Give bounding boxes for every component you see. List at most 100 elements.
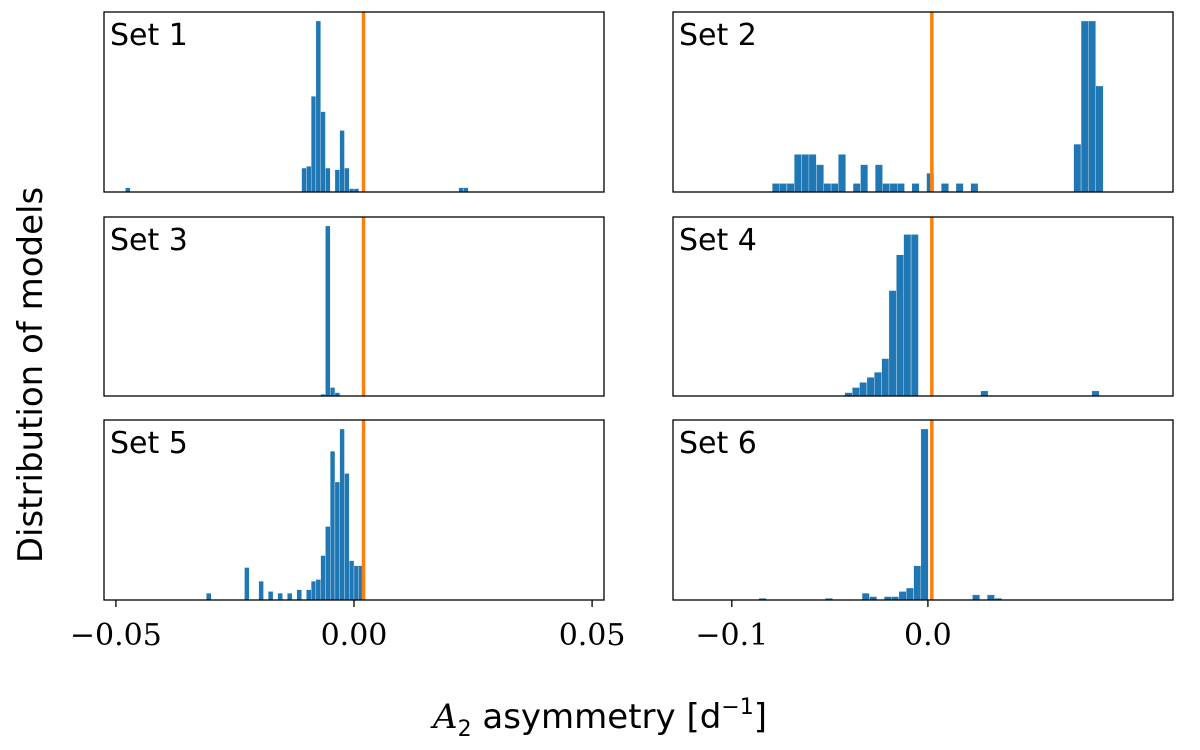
histogram-bar	[794, 154, 802, 193]
histogram-bars	[772, 20, 1104, 193]
histogram-bar	[1088, 20, 1096, 193]
histogram-bar	[860, 164, 869, 193]
histogram-bar	[898, 591, 907, 601]
histogram-bar	[344, 473, 350, 601]
histogram-bar	[941, 183, 949, 193]
histogram-bar	[330, 387, 336, 397]
x-tick-label: 0.00	[321, 618, 388, 653]
y-axis-label: Distribution of models	[11, 187, 51, 563]
histogram-bars	[758, 428, 1002, 601]
histogram-bars	[125, 20, 469, 193]
histogram-bar	[888, 290, 897, 397]
histogram-bars	[320, 225, 340, 397]
panel-frame	[672, 11, 1174, 193]
histogram-bars	[206, 428, 364, 601]
panel-label: Set 6	[679, 426, 757, 461]
panel-set-4: Set 4	[672, 216, 1174, 397]
histogram-panels: Set 1 Set 2 Set 3 Set 4 Set 5 Set 6	[103, 11, 1174, 601]
x-tick-label: 0.05	[559, 618, 626, 653]
histogram-bar	[330, 451, 336, 601]
histogram-bar	[920, 428, 929, 601]
histogram-bar	[955, 183, 964, 193]
panel-set-6: Set 6	[672, 419, 1174, 601]
histogram-bar	[910, 234, 919, 397]
histogram-bar	[808, 154, 817, 193]
histogram-bar	[816, 164, 824, 193]
histogram-bar	[339, 428, 345, 601]
histogram-bar	[1080, 20, 1089, 193]
x-axis-label-text: asymmetry [d	[482, 697, 721, 737]
histogram-bar	[980, 390, 989, 397]
histogram-bar	[874, 372, 882, 397]
histogram-bar	[306, 166, 312, 193]
histogram-bar	[349, 560, 355, 601]
histogram-bar	[896, 254, 904, 397]
histogram-bar	[1091, 390, 1100, 397]
panel-frame	[103, 216, 605, 397]
x-tick-label: 0.0	[904, 618, 952, 653]
histogram-bar	[779, 183, 788, 193]
histogram-bar	[325, 526, 331, 601]
x-tick-label: −0.1	[695, 618, 768, 653]
histogram-bar	[320, 111, 326, 193]
histogram-bar	[882, 183, 890, 193]
histogram-bar	[301, 167, 307, 193]
x-axis-right: −0.1 0.0	[695, 600, 952, 653]
panel-set-5: Set 5	[103, 419, 605, 601]
panel-frame	[672, 419, 1174, 601]
panel-label: Set 4	[679, 223, 757, 258]
histogram-bar	[861, 593, 870, 601]
histogram-bars	[844, 234, 1100, 397]
panel-set-2: Set 2	[672, 11, 1174, 193]
histogram-bar	[852, 387, 860, 397]
histogram-bar	[972, 594, 980, 601]
histogram-bar	[830, 183, 839, 193]
histogram-bar	[287, 593, 293, 601]
x-axis-label: A2 asymmetry [d−1]	[430, 695, 767, 742]
histogram-bar	[344, 167, 350, 193]
histogram-bar	[315, 20, 321, 193]
panel-set-1: Set 1	[103, 11, 605, 193]
histogram-bar	[310, 581, 317, 601]
panel-label: Set 2	[679, 18, 757, 53]
histogram-bar	[334, 481, 340, 601]
histogram-bar	[325, 167, 331, 193]
histogram-bar	[852, 183, 861, 193]
panel-label: Set 3	[110, 223, 188, 258]
histogram-bar	[1095, 85, 1104, 193]
histogram-bar	[889, 183, 898, 193]
histogram-bar	[970, 183, 979, 193]
histogram-bar	[987, 594, 995, 601]
x-axis-label-symbol: A	[430, 697, 458, 737]
panel-label: Set 1	[110, 18, 188, 53]
histogram-bar	[866, 377, 875, 397]
histogram-bar	[823, 183, 832, 193]
histogram-bar	[306, 589, 312, 601]
panel-label: Set 5	[110, 426, 188, 461]
histogram-bar	[325, 225, 331, 397]
panel-frame	[672, 216, 1174, 397]
histogram-bar	[903, 234, 912, 397]
x-axis-left: −0.05 0.00 0.05	[70, 600, 626, 653]
histogram-bar	[838, 154, 846, 193]
histogram-bar	[913, 565, 922, 601]
histogram-bar	[268, 591, 274, 601]
panel-set-3: Set 3	[103, 216, 605, 397]
x-axis-label-subscript: 2	[458, 717, 472, 742]
x-tick-label: −0.05	[70, 618, 162, 653]
x-axis-label-superscript: −1	[721, 695, 753, 720]
histogram-bar	[353, 565, 359, 601]
histogram-bar	[801, 154, 810, 193]
histogram-bar	[277, 593, 283, 601]
histogram-bar	[897, 183, 905, 193]
histogram-bar	[339, 130, 345, 193]
histogram-bar	[334, 169, 340, 193]
histogram-bar	[320, 555, 326, 601]
histogram-bar	[310, 96, 317, 193]
histogram-bar	[906, 587, 914, 601]
histogram-bar	[244, 567, 250, 601]
panel-frame	[103, 11, 605, 193]
histogram-bar	[786, 183, 795, 193]
histogram-bar	[875, 164, 883, 193]
